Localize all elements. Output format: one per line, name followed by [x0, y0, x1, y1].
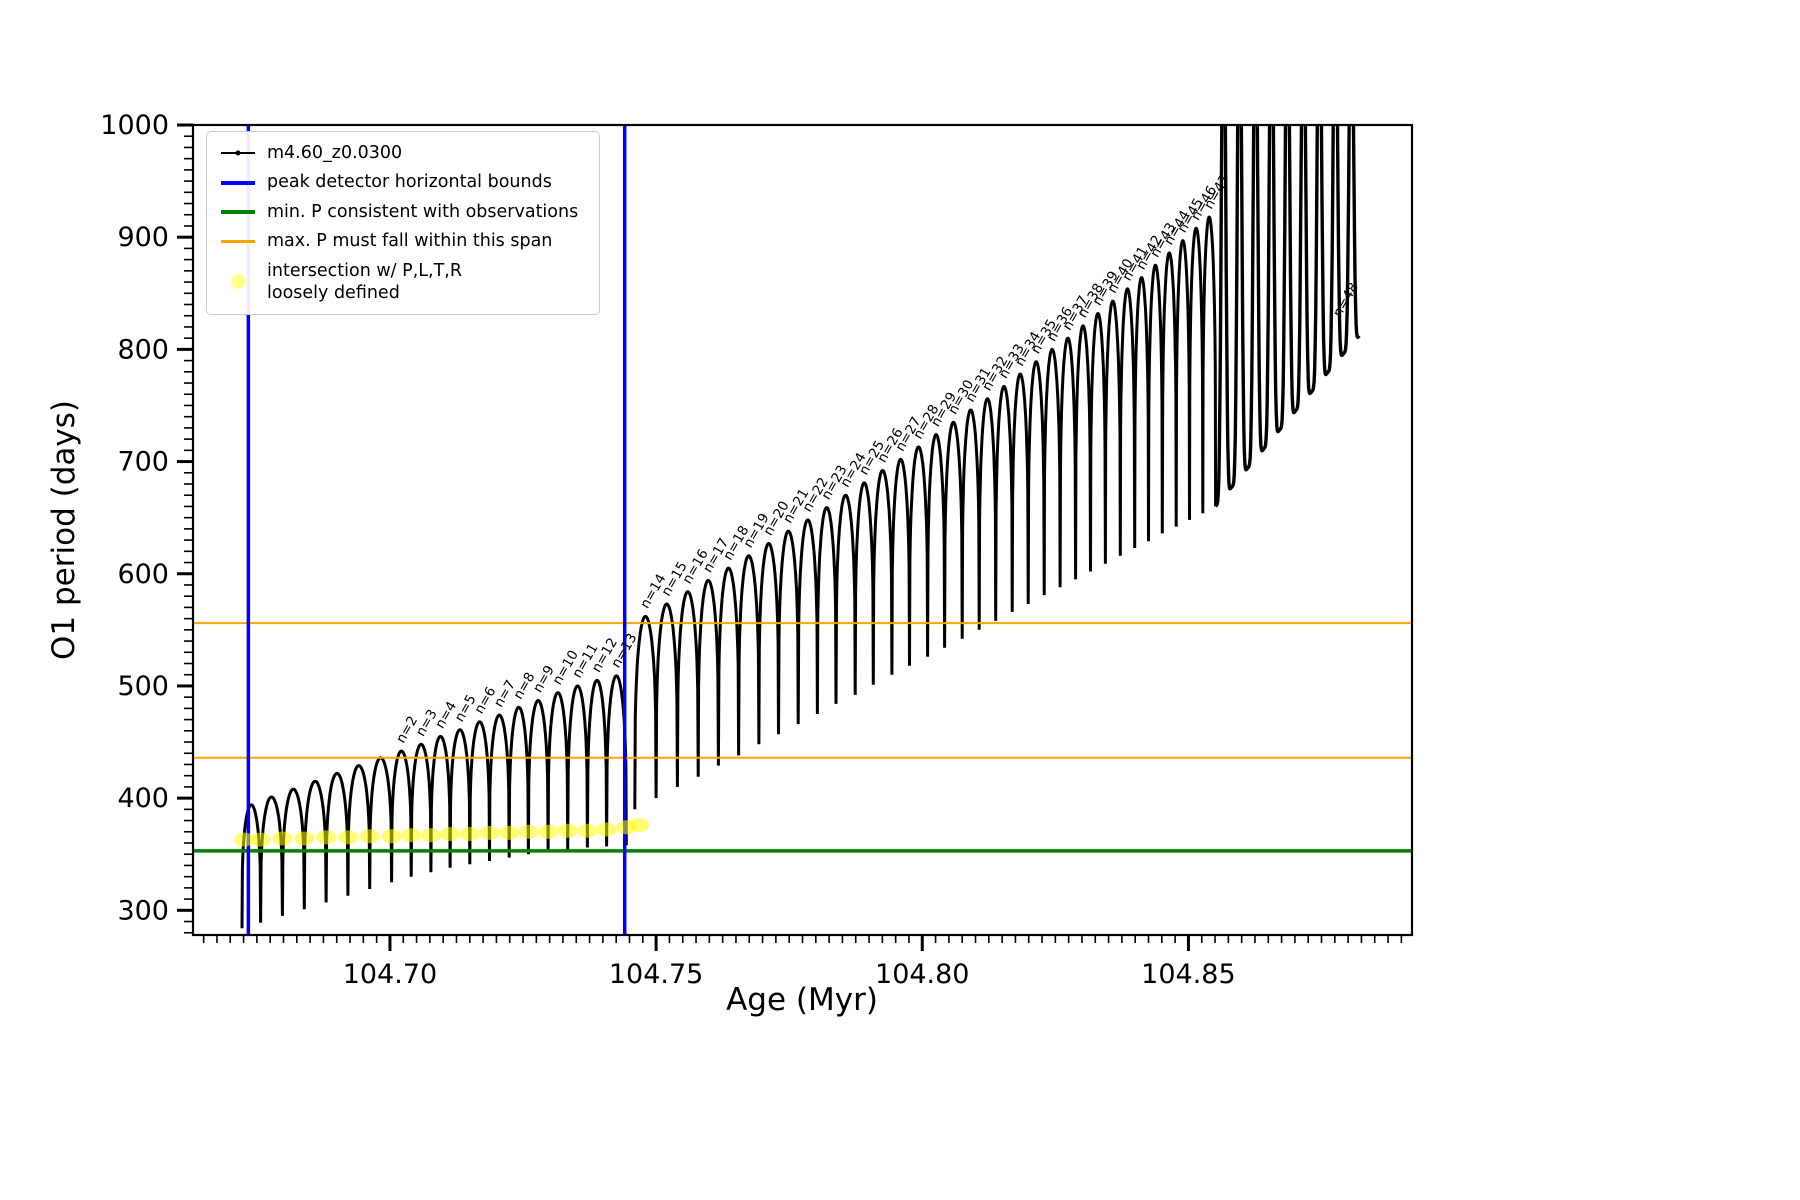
y-tick-label: 900: [117, 222, 169, 253]
intersection-marker: [440, 827, 461, 841]
legend-item-intersection: intersection w/ P,L,T,R loosely defined: [219, 260, 587, 305]
y-tick-label: 700: [117, 447, 169, 478]
intersection-marker: [234, 832, 255, 847]
y-tick-label: 800: [117, 334, 169, 365]
blue-line-icon: [219, 172, 257, 194]
legend-item-peak-bounds: peak detector horizontal bounds: [219, 171, 587, 193]
intersection-marker: [420, 828, 441, 843]
intersection-marker: [337, 830, 358, 845]
green-line-icon: [219, 201, 257, 223]
legend-item-label: peak detector horizontal bounds: [267, 172, 552, 193]
orange-line-icon: [219, 230, 257, 252]
intersection-marker: [538, 824, 559, 839]
horizontal-reference-lines: [193, 622, 1412, 853]
intersection-marker: [577, 823, 598, 838]
intersection-marker: [316, 830, 337, 845]
legend-item-label: min. P consistent with observations: [267, 201, 579, 222]
intersection-marker: [499, 825, 520, 840]
intersection-marker: [629, 818, 650, 833]
intersection-marker: [250, 832, 271, 847]
x-tick-label: 104.75: [609, 959, 703, 990]
series-arcs-path: [240, 215, 1218, 929]
y-axis-label: O1 period (days): [46, 400, 82, 660]
yellow-dot-icon: [219, 271, 257, 293]
y-tick-label: 1000: [100, 110, 169, 141]
legend: m4.60_z0.0300 peak detector horizontal b…: [206, 131, 600, 316]
intersection-marker: [518, 824, 539, 839]
intersection-marker: [401, 828, 422, 843]
intersection-marker: [479, 825, 500, 840]
pulsation-period-series: [240, 125, 1361, 929]
x-tick-label: 104.85: [1141, 959, 1235, 990]
x-tick-label: 104.80: [875, 959, 969, 990]
y-tick-label: 500: [117, 671, 169, 702]
series-line-marker-icon: [219, 142, 257, 164]
x-axis-label: Age (Myr): [726, 982, 878, 1018]
x-tick-label: 104.70: [343, 959, 437, 990]
intersection-marker: [359, 829, 380, 844]
series-spikes-path: [1214, 125, 1361, 508]
legend-item-label: max. P must fall within this span: [267, 231, 553, 252]
legend-item-label: m4.60_z0.0300: [267, 143, 403, 163]
intersection-marker: [557, 823, 578, 838]
x-axis: 104.70 104.75 104.80 104.85: [202, 935, 1403, 990]
y-tick-label: 300: [117, 895, 169, 926]
legend-item-min-period: min. P consistent with observations: [219, 201, 587, 223]
intersection-marker: [294, 831, 315, 846]
legend-item-series: m4.60_z0.0300: [219, 142, 587, 164]
intersection-marker: [272, 831, 293, 846]
intersection-marker: [381, 829, 402, 844]
y-tick-label: 400: [117, 783, 169, 814]
intersection-marker: [459, 827, 480, 841]
y-axis: 300 400 500 600 700 800 900 1000: [100, 110, 193, 934]
y-tick-label: 600: [117, 559, 169, 590]
legend-item-max-period-span: max. P must fall within this span: [219, 230, 587, 252]
intersection-markers: [234, 818, 650, 847]
legend-item-label: intersection w/ P,L,T,R loosely defined: [267, 260, 462, 303]
intersection-marker: [596, 822, 617, 837]
